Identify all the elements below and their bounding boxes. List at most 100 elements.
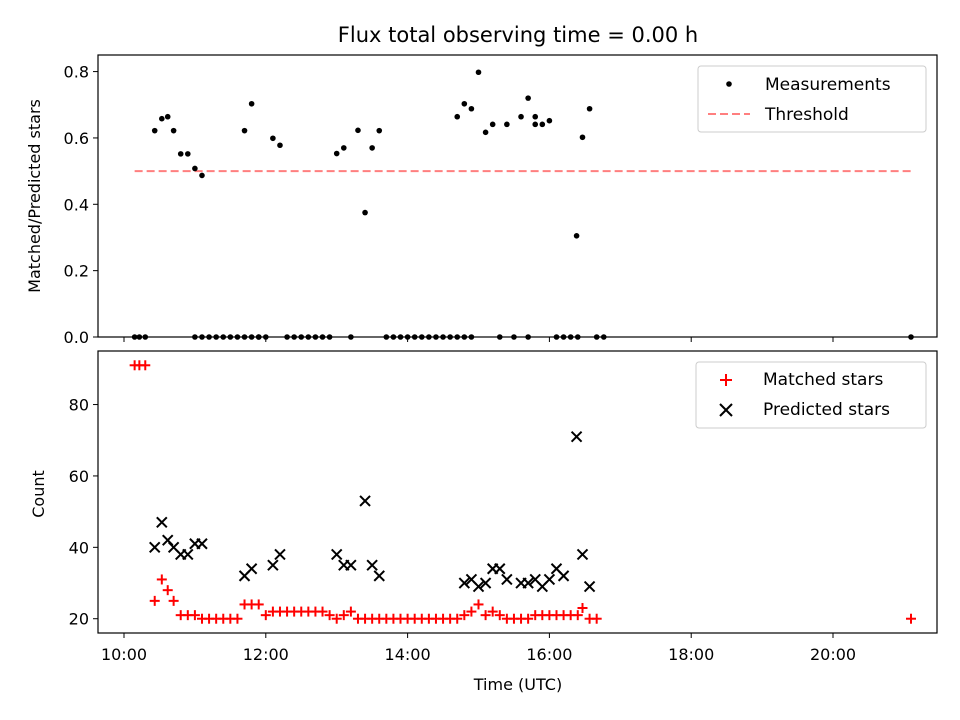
- measurement-point: [355, 127, 361, 134]
- matched-star-point: [253, 599, 264, 610]
- predicted-star-point: [274, 548, 286, 561]
- measurement-point: [263, 334, 269, 340]
- predicted-star-point: [196, 538, 208, 550]
- legend-measurements-marker: [726, 81, 732, 87]
- measurement-point: [539, 121, 546, 128]
- measurement-point: [348, 334, 354, 340]
- predicted-star-point: [472, 580, 485, 593]
- measurement-point: [192, 165, 198, 172]
- measurement-point: [560, 334, 567, 340]
- measurement-point: [411, 334, 418, 340]
- matched-star-point: [494, 610, 505, 621]
- predicted-star-point: [182, 548, 194, 561]
- top-y-ticks: 0.0 0.2 0.4 0.6 0.8: [64, 63, 98, 347]
- predicted-star-point: [576, 548, 589, 561]
- measurement-point: [573, 233, 580, 239]
- measurement-point: [383, 334, 390, 340]
- matched-star-point: [324, 610, 335, 621]
- predicted-star-point: [494, 563, 506, 575]
- bottom-y-tick-label: 80: [69, 396, 89, 415]
- legend-predicted-label: Predicted stars: [763, 400, 890, 420]
- measurement-point: [248, 334, 255, 340]
- measurement-point: [567, 334, 574, 340]
- measurement-point: [574, 334, 581, 340]
- measurement-point: [284, 334, 290, 340]
- matched-star-point: [149, 595, 160, 606]
- measurement-point: [461, 334, 468, 340]
- bottom-y-tick-label: 60: [69, 467, 89, 486]
- measurement-point: [504, 121, 510, 128]
- measurement-point: [241, 334, 248, 340]
- measurement-point: [418, 334, 425, 340]
- legend-matched-marker: [720, 374, 732, 386]
- top-y-tick-label: 0.4: [64, 195, 89, 214]
- measurement-point: [482, 129, 489, 136]
- matched-star-point: [466, 606, 477, 617]
- measurement-point: [227, 334, 234, 340]
- measurement-point: [142, 334, 149, 340]
- matched-star-point: [345, 606, 356, 617]
- measurement-point: [291, 334, 297, 340]
- measurement-point: [600, 334, 607, 340]
- measurement-point: [475, 69, 482, 76]
- bottom-legend: Matched stars Predicted stars: [695, 361, 927, 429]
- measurement-point: [319, 334, 326, 340]
- matched-star-point: [523, 613, 534, 624]
- measurement-point: [518, 113, 524, 120]
- measurement-point: [220, 334, 227, 340]
- legend-matched-label: Matched stars: [763, 370, 883, 390]
- measurement-point: [496, 334, 503, 340]
- measurement-point: [270, 135, 276, 142]
- measurement-point: [234, 334, 241, 340]
- predicted-star-point: [543, 573, 556, 586]
- measurement-point: [277, 142, 283, 149]
- measurement-point: [454, 334, 461, 340]
- top-panel: 0.00.20.40.60.8 Matched/Predicted stars …: [25, 54, 938, 347]
- matched-star-point: [232, 613, 243, 624]
- measurement-point: [525, 95, 531, 101]
- predicted-star-point: [570, 430, 583, 443]
- predicted-star-point: [359, 495, 371, 507]
- predicted-star-point: [330, 548, 343, 561]
- top-y-axis-label: Matched/Predicted stars: [25, 99, 44, 293]
- measurement-point: [213, 334, 219, 340]
- measurement-point: [546, 117, 553, 124]
- measurement-point: [159, 115, 165, 122]
- matched-star-point: [480, 610, 491, 621]
- matched-star-point: [591, 613, 602, 624]
- measurement-point: [333, 150, 340, 157]
- predicted-star-point: [501, 573, 513, 586]
- measurement-point: [440, 334, 446, 340]
- measurement-point: [298, 334, 305, 340]
- chart-title: Flux total observing time = 0.00 h: [338, 23, 698, 47]
- bottom-axes-frame: [97, 350, 938, 634]
- measurement-point: [511, 334, 517, 340]
- predicted-star-point: [373, 570, 385, 582]
- measurement-point: [241, 127, 248, 134]
- measurement-point: [177, 151, 184, 157]
- measurement-point: [447, 334, 453, 340]
- top-y-tick-label: 0.0: [64, 328, 89, 347]
- matched-star-point: [577, 603, 588, 614]
- measurement-point: [131, 334, 138, 340]
- matched-star-point: [260, 610, 271, 621]
- predicted-star-point: [522, 577, 534, 589]
- measurement-point: [199, 172, 205, 179]
- predicted-star-point: [583, 580, 596, 593]
- measurement-point: [340, 145, 347, 151]
- legend-predicted-marker: [719, 403, 733, 417]
- measurement-point: [376, 127, 383, 134]
- matched-star-point: [487, 606, 498, 617]
- measurement-point: [305, 334, 312, 340]
- bottom-x-tick-label: 12:00: [243, 645, 289, 664]
- measurement-point: [369, 145, 375, 151]
- measurement-point: [433, 334, 439, 340]
- bottom-x-tick-label: 18:00: [668, 645, 714, 664]
- legend-threshold-label: Threshold: [764, 105, 849, 125]
- top-axes-frame: [97, 54, 938, 338]
- bottom-y-axis-label: Count: [29, 470, 48, 518]
- measurement-point: [404, 334, 411, 340]
- bottom-x-tick-label: 16:00: [526, 645, 572, 664]
- measurement-point: [525, 334, 531, 340]
